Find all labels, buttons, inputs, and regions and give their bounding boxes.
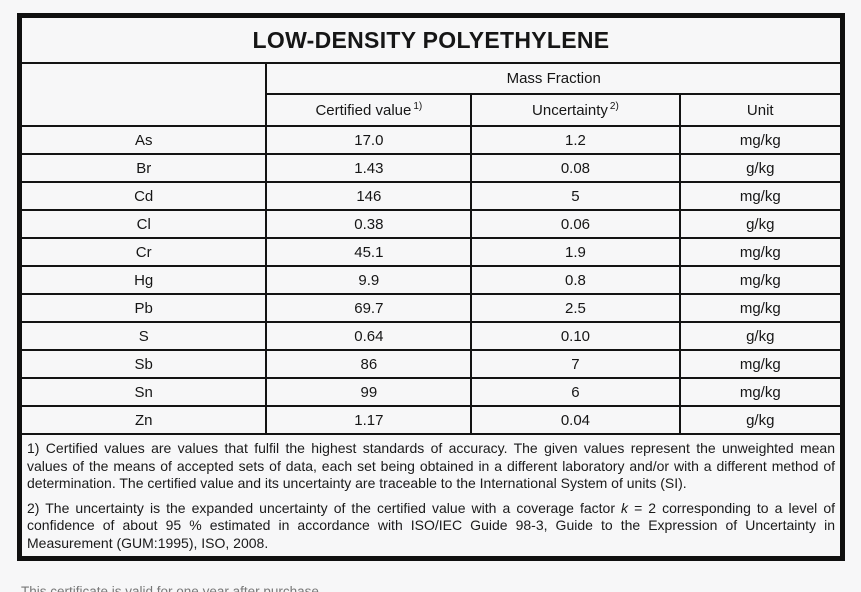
table-row: Sb 86 7 mg/kg [18, 349, 844, 379]
unit-cell: mg/kg [678, 349, 844, 379]
certified-value-cell: 86 [265, 349, 473, 379]
unit-cell: g/kg [678, 321, 844, 351]
certified-value-cell: 9.9 [265, 265, 473, 295]
uncertainty-label: Uncertainty [532, 102, 608, 119]
uncertainty-cell: 7 [470, 349, 681, 379]
certified-value-cell: 17.0 [265, 125, 473, 155]
uncertainty-cell: 0.8 [470, 265, 681, 295]
uncertainty-cell: 2.5 [470, 293, 681, 323]
footnote-2-text-before: 2) The uncertainty is the expanded uncer… [27, 499, 622, 516]
uncertainty-cell: 0.06 [470, 209, 681, 239]
certificate-table: LOW-DENSITY POLYETHYLENE Mass Fraction C… [17, 13, 845, 561]
uncertainty-cell: 0.04 [470, 405, 681, 435]
certified-value-label: Certified value [315, 102, 412, 119]
certified-value-cell: 99 [265, 377, 473, 407]
certificate-validity-note: This certificate is valid for one year a… [21, 584, 323, 592]
certified-value-cell: 0.64 [265, 321, 473, 351]
table-row: Cr 45.1 1.9 mg/kg [18, 237, 844, 267]
certified-value-cell: 146 [265, 181, 473, 211]
table-row: Br 1.43 0.08 g/kg [18, 153, 844, 183]
element-cell: Pb [18, 293, 268, 323]
footnote-marker-1: 1) [413, 101, 423, 112]
unit-cell: g/kg [678, 405, 844, 435]
certified-value-cell: 45.1 [265, 237, 473, 267]
col-header-unit: Unit [678, 93, 844, 127]
certified-value-cell: 1.43 [265, 153, 473, 183]
table-row: Pb 69.7 2.5 mg/kg [18, 293, 844, 323]
table-row: S 0.64 0.10 g/kg [18, 321, 844, 351]
table-row: Sn 99 6 mg/kg [18, 377, 844, 407]
element-cell: Cr [18, 237, 268, 267]
uncertainty-cell: 5 [470, 181, 681, 211]
element-cell: Br [18, 153, 268, 183]
unit-cell: mg/kg [678, 181, 844, 211]
footnotes-cell: 1) Certified values are values that fulf… [18, 432, 844, 560]
mass-fraction-header: Mass Fraction [265, 62, 844, 95]
coverage-factor-k: k [621, 499, 629, 516]
footnote-2-text-after: = 2 corresponding to a level of confiden… [27, 499, 835, 551]
element-cell: As [18, 125, 268, 155]
unit-cell: mg/kg [678, 377, 844, 407]
unit-cell: g/kg [678, 209, 844, 239]
unit-cell: mg/kg [678, 293, 844, 323]
title-row: LOW-DENSITY POLYETHYLENE [18, 14, 844, 64]
table-row: Hg 9.9 0.8 mg/kg [18, 265, 844, 295]
certified-value-cell: 69.7 [265, 293, 473, 323]
page-title: LOW-DENSITY POLYETHYLENE [18, 14, 844, 64]
uncertainty-cell: 1.9 [470, 237, 681, 267]
col-header-certified-value: Certified value 1) [265, 93, 473, 127]
unit-cell: mg/kg [678, 265, 844, 295]
table-row: Cd 146 5 mg/kg [18, 181, 844, 211]
certified-value-cell: 1.17 [265, 405, 473, 435]
column-header-row: Certified value 1) Uncertainty 2) Unit [20, 93, 844, 127]
element-cell: Zn [18, 405, 268, 435]
element-cell: Sb [18, 349, 268, 379]
unit-cell: mg/kg [678, 237, 844, 267]
unit-cell: mg/kg [678, 125, 844, 155]
footnote-marker-2: 2) [609, 101, 619, 112]
element-cell: S [18, 321, 268, 351]
footnote-1: 1) Certified values are values that fulf… [27, 440, 835, 492]
uncertainty-cell: 0.08 [470, 153, 681, 183]
element-column-header-empty [18, 62, 268, 127]
element-cell: Sn [18, 377, 268, 407]
unit-cell: g/kg [678, 153, 844, 183]
footnotes-row: 1) Certified values are values that fulf… [18, 432, 844, 560]
element-cell: Cd [18, 181, 268, 211]
uncertainty-cell: 1.2 [470, 125, 681, 155]
certified-value-cell: 0.38 [265, 209, 473, 239]
group-header-row: Mass Fraction [18, 62, 844, 127]
col-header-uncertainty: Uncertainty 2) [470, 93, 681, 127]
footnote-2: 2) The uncertainty is the expanded uncer… [27, 500, 835, 553]
uncertainty-cell: 0.10 [470, 321, 681, 351]
uncertainty-cell: 6 [470, 377, 681, 407]
element-cell: Hg [18, 265, 268, 295]
table-row: Cl 0.38 0.06 g/kg [18, 209, 844, 239]
element-cell: Cl [18, 209, 268, 239]
table-row: Zn 1.17 0.04 g/kg [18, 405, 844, 435]
table-row: As 17.0 1.2 mg/kg [18, 125, 844, 155]
